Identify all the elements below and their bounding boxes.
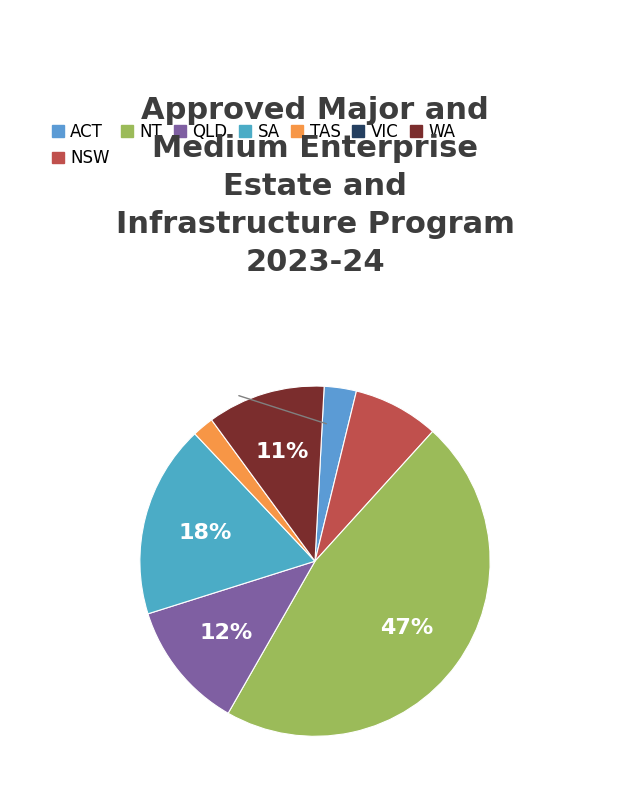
Wedge shape <box>228 431 490 736</box>
Text: 18%: 18% <box>178 522 232 543</box>
Text: 11%: 11% <box>256 442 309 462</box>
Text: 47%: 47% <box>381 618 433 638</box>
Wedge shape <box>195 419 315 561</box>
Wedge shape <box>315 391 433 561</box>
Text: Approved Major and
Medium Enterprise
Estate and
Infrastructure Program
2023-24: Approved Major and Medium Enterprise Est… <box>115 96 515 277</box>
Wedge shape <box>212 386 324 561</box>
Wedge shape <box>315 386 357 561</box>
Wedge shape <box>140 434 315 614</box>
Legend: ACT, NSW, NT, QLD, SA, TAS, VIC, WA: ACT, NSW, NT, QLD, SA, TAS, VIC, WA <box>52 123 455 167</box>
Wedge shape <box>148 561 315 713</box>
Text: 12%: 12% <box>200 622 253 642</box>
